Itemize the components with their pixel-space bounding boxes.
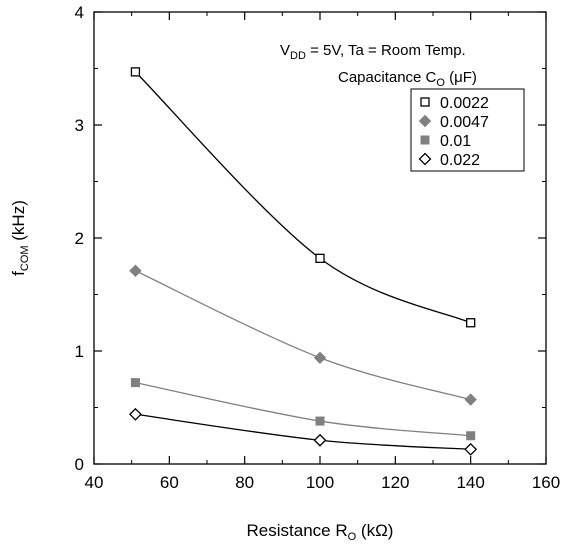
axis-ticks: 40 60 80 100 120 140 160 0 1 2 3 4 [75,3,561,492]
legend: 0.0022 0.0047 0.01 0.022 [410,88,525,172]
legend-marker-0.022 [418,152,432,166]
x-tick-label: 140 [456,473,484,492]
data-point-0.022 [129,407,142,421]
data-point-0.0047 [129,264,142,277]
x-tick-label: 40 [85,473,104,492]
data-point-0.022 [313,433,327,447]
conditions-note: VDD = 5V, Ta = Room Temp. [280,42,466,62]
legend-items: 0.0022 0.0047 0.01 0.022 [418,95,489,169]
legend-box [410,88,525,172]
y-tick-label: 0 [75,455,84,474]
data-point-0.0047 [313,351,327,364]
data-point-0.01 [130,378,140,388]
x-tick-label: 100 [306,473,334,492]
x-tick-label: 120 [381,473,409,492]
legend-label-0.022: 0.022 [440,152,480,169]
y-tick-label: 4 [75,3,84,22]
x-tick-label: 160 [532,473,560,492]
y-tick-label: 2 [75,229,84,248]
data-point-0.01 [466,431,476,441]
x-tick-label: 60 [160,473,179,492]
data-point-0.0022 [130,67,141,77]
data-point-0.0022 [466,318,476,328]
y-axis-title: fCOM (kHz) [9,200,31,276]
legend-marker-0.0047 [418,114,432,128]
data-point-0.0047 [464,393,477,406]
legend-label-0.0047: 0.0047 [440,114,489,131]
y-tick-label: 3 [75,116,84,135]
y-tick-label: 1 [75,342,84,361]
legend-marker-0.01 [420,135,430,145]
series-line-0.01 [135,382,471,437]
series-line-0.0047 [135,270,471,401]
x-axis-title: Resistance RO (kΩ) [247,521,394,543]
plot-frame [93,11,547,465]
legend-label-0.0022: 0.0022 [440,95,489,112]
series-markers [129,67,478,456]
data-point-0.022 [464,442,478,456]
legend-marker-0.0022 [420,97,430,107]
legend-title: Capacitance CO (μF) [338,69,477,89]
data-point-0.0022 [315,253,325,263]
data-point-0.01 [315,416,325,426]
x-tick-label: 80 [235,473,254,492]
legend-label-0.01: 0.01 [440,133,471,150]
series-line-0.0022 [134,71,471,324]
